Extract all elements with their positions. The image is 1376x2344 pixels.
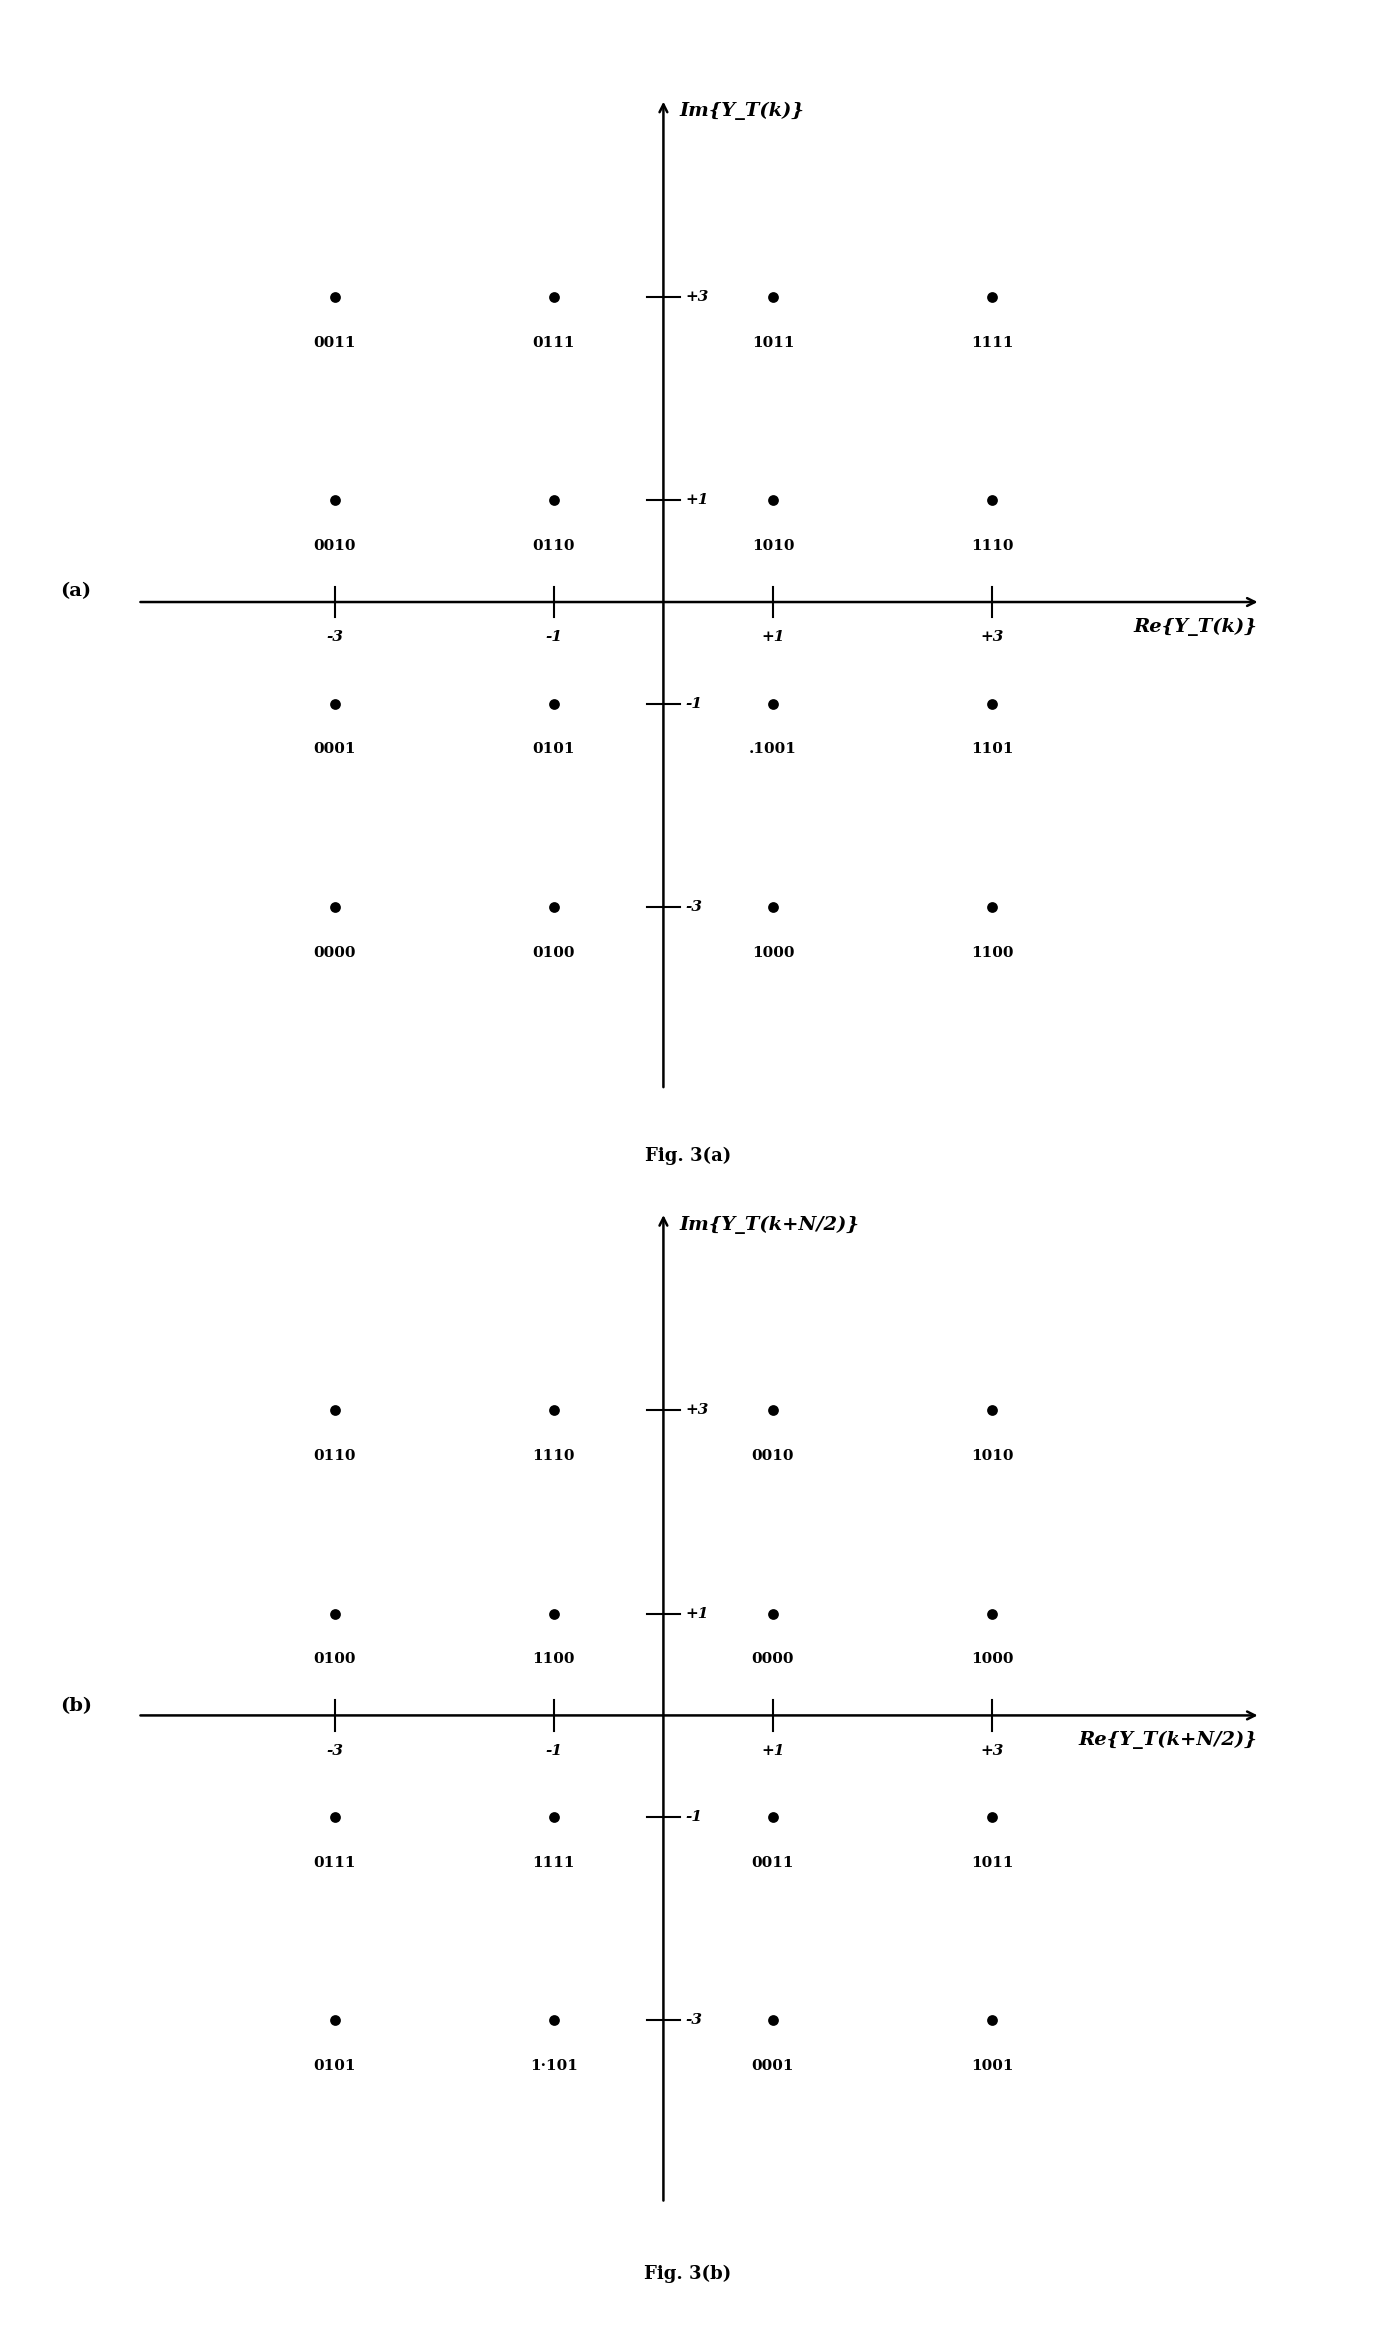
- Text: 1·101: 1·101: [530, 2058, 578, 2072]
- Text: 1011: 1011: [971, 1856, 1013, 1871]
- Text: -3: -3: [685, 900, 702, 914]
- Point: [544, 888, 566, 926]
- Point: [762, 1392, 784, 1430]
- Text: 1000: 1000: [971, 1653, 1013, 1667]
- Text: 0101: 0101: [533, 743, 575, 757]
- Text: 0011: 0011: [314, 335, 356, 349]
- Text: 1100: 1100: [533, 1653, 575, 1667]
- Text: 0001: 0001: [314, 743, 356, 757]
- Text: 0111: 0111: [314, 1856, 356, 1871]
- Text: 0100: 0100: [533, 945, 575, 959]
- Point: [544, 279, 566, 316]
- Point: [981, 1392, 1003, 1430]
- Text: Re{Y_T(k+N/2)}: Re{Y_T(k+N/2)}: [1079, 1730, 1258, 1749]
- Text: 0000: 0000: [751, 1653, 794, 1667]
- Text: +1: +1: [761, 631, 784, 645]
- Text: +1: +1: [761, 1744, 784, 1758]
- Point: [762, 1798, 784, 1835]
- Point: [981, 888, 1003, 926]
- Text: 0001: 0001: [751, 2058, 794, 2072]
- Point: [323, 481, 345, 518]
- Text: Im{Y_T(k+N/2)}: Im{Y_T(k+N/2)}: [680, 1214, 860, 1233]
- Point: [981, 1798, 1003, 1835]
- Point: [981, 684, 1003, 722]
- Point: [323, 1392, 345, 1430]
- Text: 1110: 1110: [533, 1449, 575, 1463]
- Text: 0010: 0010: [314, 539, 356, 553]
- Text: 1100: 1100: [971, 945, 1013, 959]
- Point: [323, 279, 345, 316]
- Text: 1110: 1110: [971, 539, 1013, 553]
- Text: 1111: 1111: [971, 335, 1013, 349]
- Text: 1000: 1000: [751, 945, 794, 959]
- Text: 1010: 1010: [751, 539, 794, 553]
- Text: 1001: 1001: [971, 2058, 1013, 2072]
- Text: -3: -3: [326, 1744, 343, 1758]
- Point: [323, 684, 345, 722]
- Point: [981, 279, 1003, 316]
- Text: 0110: 0110: [533, 539, 575, 553]
- Text: 0101: 0101: [314, 2058, 356, 2072]
- Text: -1: -1: [545, 1744, 563, 1758]
- Point: [981, 1594, 1003, 1631]
- Text: 1011: 1011: [751, 335, 794, 349]
- Point: [544, 2002, 566, 2039]
- Text: -1: -1: [545, 631, 563, 645]
- Text: -1: -1: [685, 1810, 702, 1824]
- Point: [981, 2002, 1003, 2039]
- Point: [323, 2002, 345, 2039]
- Point: [323, 1594, 345, 1631]
- Text: 0100: 0100: [314, 1653, 356, 1667]
- Point: [323, 1798, 345, 1835]
- Text: +1: +1: [685, 492, 709, 506]
- Point: [762, 2002, 784, 2039]
- Text: 0110: 0110: [314, 1449, 356, 1463]
- Point: [544, 1392, 566, 1430]
- Point: [762, 1594, 784, 1631]
- Text: 0000: 0000: [314, 945, 356, 959]
- Text: Im{Y_T(k)}: Im{Y_T(k)}: [680, 101, 805, 120]
- Text: 1010: 1010: [971, 1449, 1013, 1463]
- Text: +3: +3: [685, 291, 709, 305]
- Text: 1111: 1111: [533, 1856, 575, 1871]
- Text: (b): (b): [59, 1697, 92, 1716]
- Point: [762, 888, 784, 926]
- Point: [544, 1594, 566, 1631]
- Text: 0010: 0010: [751, 1449, 794, 1463]
- Point: [544, 684, 566, 722]
- Text: 0111: 0111: [533, 335, 575, 349]
- Point: [762, 481, 784, 518]
- Text: +3: +3: [980, 631, 1003, 645]
- Point: [544, 1798, 566, 1835]
- Text: Re{Y_T(k)}: Re{Y_T(k)}: [1134, 616, 1258, 635]
- Text: +1: +1: [685, 1606, 709, 1620]
- Point: [762, 279, 784, 316]
- Text: Fig. 3(b): Fig. 3(b): [644, 2264, 732, 2283]
- Text: -3: -3: [326, 631, 343, 645]
- Text: +3: +3: [980, 1744, 1003, 1758]
- Point: [544, 481, 566, 518]
- Point: [981, 481, 1003, 518]
- Text: (a): (a): [61, 581, 91, 600]
- Text: +3: +3: [685, 1404, 709, 1418]
- Text: 0011: 0011: [751, 1856, 794, 1871]
- Text: -1: -1: [685, 696, 702, 710]
- Point: [323, 888, 345, 926]
- Text: -3: -3: [685, 2013, 702, 2028]
- Point: [762, 684, 784, 722]
- Text: 1101: 1101: [971, 743, 1013, 757]
- Text: .1001: .1001: [749, 743, 797, 757]
- Text: Fig. 3(a): Fig. 3(a): [645, 1146, 731, 1165]
